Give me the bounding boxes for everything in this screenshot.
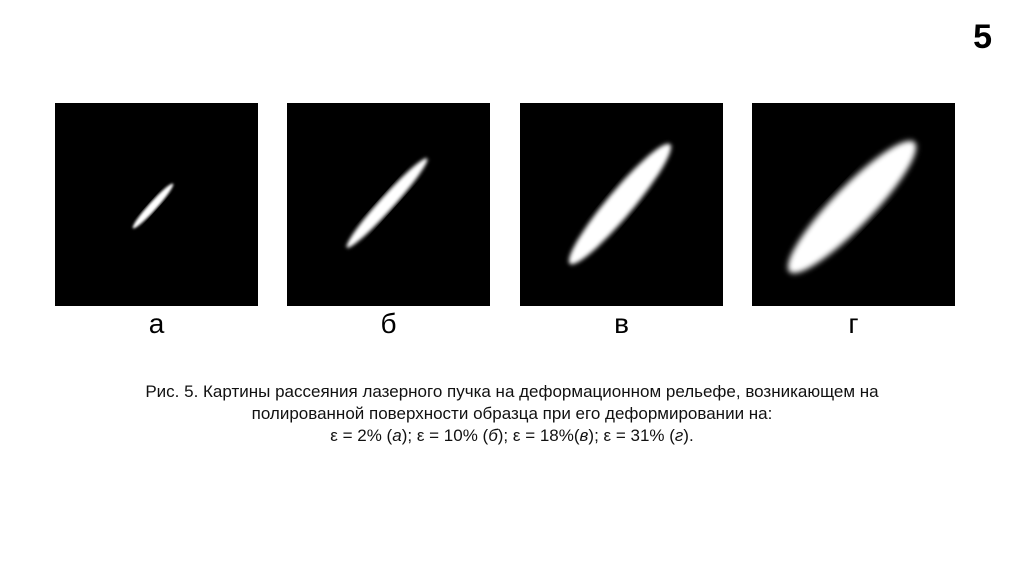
- caption-letter: а: [392, 426, 402, 445]
- scatter-image-d: [752, 103, 955, 306]
- caption-text: = 18%(: [520, 426, 580, 445]
- caption-text: );: [588, 426, 604, 445]
- caption-text: );: [401, 426, 417, 445]
- panel-label-c: в: [614, 308, 629, 339]
- caption-text: );: [497, 426, 513, 445]
- scatter-image-b: [287, 103, 490, 306]
- scatter-pattern: [346, 158, 428, 248]
- scatter-pattern: [787, 140, 917, 274]
- scatter-image-a: [55, 103, 258, 306]
- scatter-image-c: [520, 103, 723, 306]
- caption-line-2: полированной поверхности образца при его…: [251, 404, 773, 423]
- caption-text: = 31% (: [611, 426, 675, 445]
- panel-label-d: г: [848, 308, 859, 339]
- caption-text: = 10% (: [424, 426, 489, 445]
- panel-label-a: а: [148, 308, 165, 339]
- epsilon: ε: [416, 426, 425, 445]
- caption-line-1: Рис. 5. Картины рассеяния лазерного пучк…: [145, 382, 879, 401]
- caption-text: = 2% (: [337, 426, 393, 445]
- caption-letter: б: [488, 426, 498, 445]
- caption-letter: г: [674, 426, 684, 445]
- caption-letter: в: [579, 426, 589, 445]
- epsilon: ε: [330, 426, 338, 445]
- figure-caption: Рис. 5. Картины рассеяния лазерного пучк…: [0, 381, 1024, 447]
- caption-line-3: ε = 2% (а); ε = 10% (б); ε = 18%(в); ε =…: [0, 425, 1024, 447]
- scatter-pattern: [132, 183, 174, 229]
- scatter-pattern: [568, 143, 672, 265]
- slide-number: 5: [973, 18, 992, 56]
- panel-label-b: б: [380, 308, 397, 339]
- caption-text: ).: [683, 426, 694, 445]
- epsilon: ε: [603, 426, 612, 445]
- epsilon: ε: [512, 426, 521, 445]
